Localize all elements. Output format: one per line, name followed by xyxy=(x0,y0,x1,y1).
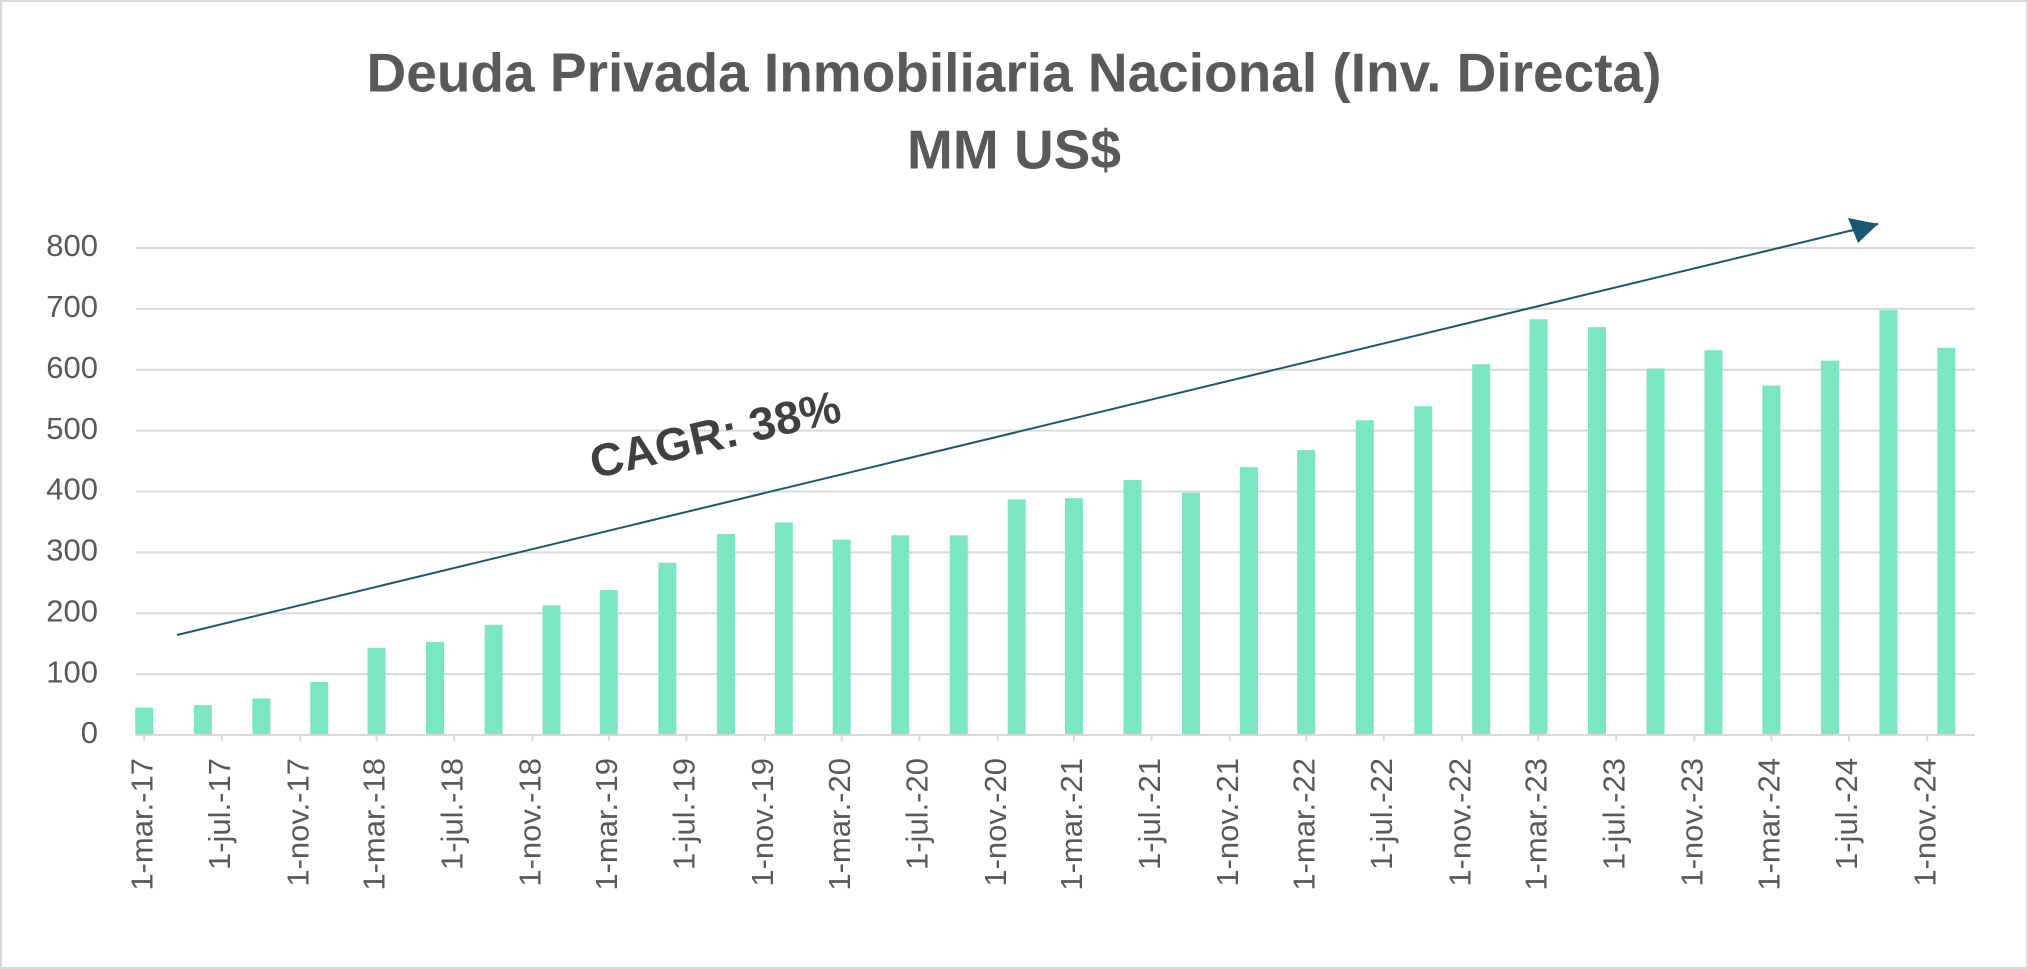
y-tick-label: 500 xyxy=(46,411,98,446)
y-tick-label: 0 xyxy=(81,715,98,750)
chart-title: Deuda Privada Inmobiliaria Nacional (Inv… xyxy=(367,42,1662,104)
bar xyxy=(599,590,618,735)
bar xyxy=(1064,498,1083,735)
bar xyxy=(1472,364,1491,735)
bars xyxy=(135,310,1956,735)
bar xyxy=(1297,450,1316,735)
x-tick-label: 1-mar.-24 xyxy=(1752,758,1787,891)
trend-arrow xyxy=(176,222,1879,636)
bar xyxy=(1355,420,1374,735)
axes: 0 100 200 300 400 500 600 700 800 1-mar.-17 1-jul.… xyxy=(46,228,1975,891)
bar xyxy=(658,562,677,735)
x-tick-label: 1-mar.-18 xyxy=(357,758,392,891)
x-tick-label: 1-jul.-18 xyxy=(434,758,469,870)
bar xyxy=(1646,368,1665,735)
x-tick-label: 1-jul.-22 xyxy=(1364,758,1399,870)
y-tick-label: 400 xyxy=(46,472,98,507)
trend-arrow-head xyxy=(1848,218,1878,243)
x-tick-label: 1-nov.-17 xyxy=(280,758,315,887)
x-tick-label: 1-jul.-20 xyxy=(900,758,935,870)
bar xyxy=(1123,479,1142,735)
bar xyxy=(1239,467,1258,735)
y-tick-label: 100 xyxy=(46,654,98,689)
x-tick-label: 1-mar.-21 xyxy=(1054,758,1089,891)
y-tick-label: 700 xyxy=(46,289,98,324)
bar xyxy=(774,522,793,735)
y-tick-label: 300 xyxy=(46,533,98,568)
bar xyxy=(1879,310,1898,735)
bar xyxy=(310,682,329,735)
bar xyxy=(949,535,968,735)
chart-subtitle: MM US$ xyxy=(907,119,1121,181)
bar xyxy=(832,539,851,735)
bar xyxy=(426,641,445,735)
bar xyxy=(542,605,561,735)
y-tick-label: 200 xyxy=(46,593,98,628)
bar xyxy=(367,647,386,735)
x-tick-label: 1-nov.-23 xyxy=(1675,758,1710,887)
bar xyxy=(1007,499,1026,735)
bar xyxy=(135,707,154,735)
x-tick-label: 1-mar.-22 xyxy=(1286,758,1321,891)
x-tick-label: 1-nov.-24 xyxy=(1907,758,1942,887)
y-tick-label: 800 xyxy=(46,228,98,263)
bar xyxy=(1704,350,1723,735)
bar xyxy=(1937,347,1956,735)
x-tick-label: 1-jul.-21 xyxy=(1132,758,1167,870)
bar xyxy=(193,705,212,735)
x-tick-label: 1-jul.-17 xyxy=(202,758,237,870)
x-tick-label: 1-jul.-19 xyxy=(667,758,702,870)
x-tick-label: 1-jul.-23 xyxy=(1596,758,1631,870)
x-tick-label: 1-nov.-20 xyxy=(978,758,1013,887)
y-tick-label: 600 xyxy=(46,350,98,385)
x-tick-label: 1-jul.-24 xyxy=(1829,758,1864,870)
x-tick-label: 1-nov.-21 xyxy=(1210,758,1245,887)
x-tick-label: 1-mar.-23 xyxy=(1519,758,1554,891)
x-tick-label: 1-nov.-19 xyxy=(745,758,780,887)
bar xyxy=(891,535,910,735)
bar xyxy=(1820,360,1839,735)
bar xyxy=(252,698,271,735)
x-tick-label: 1-nov.-18 xyxy=(513,758,548,887)
x-tick-label: 1-mar.-17 xyxy=(124,758,159,891)
bar xyxy=(1529,319,1548,735)
bar xyxy=(484,624,503,735)
bar xyxy=(1588,327,1607,735)
bar xyxy=(1762,385,1781,735)
bar xyxy=(716,534,735,735)
x-tick-label: 1-nov.-22 xyxy=(1442,758,1477,887)
x-tick-label: 1-mar.-20 xyxy=(822,758,857,891)
bar xyxy=(1414,406,1433,735)
bar xyxy=(1182,492,1201,735)
x-tick-label: 1-mar.-19 xyxy=(589,758,624,891)
